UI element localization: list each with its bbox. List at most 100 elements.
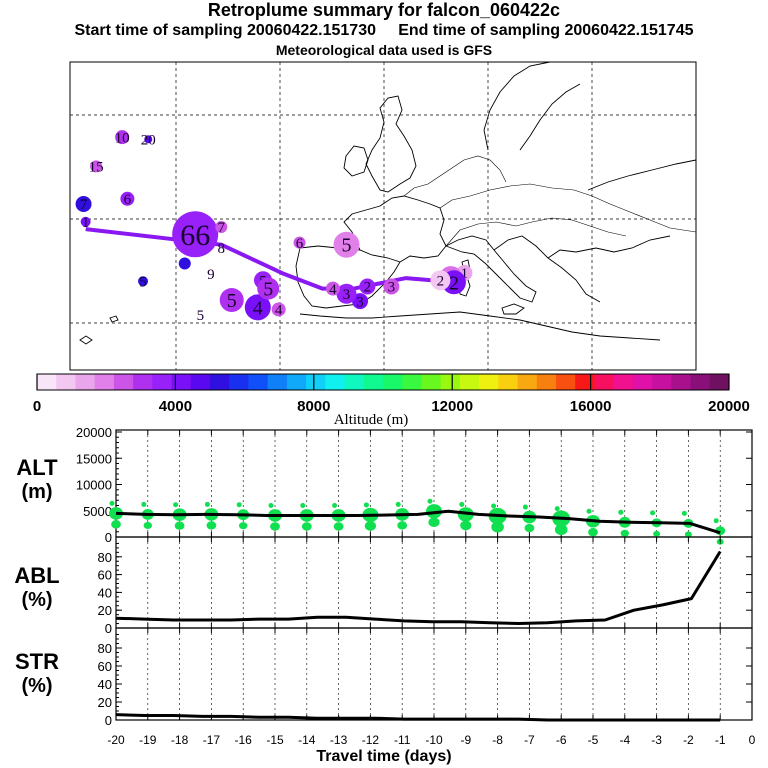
abl-series-line [115,550,722,625]
colorbar-tick-label: 0 [33,398,41,415]
colorbar-swatch [556,374,576,390]
cluster-marker [244,294,271,321]
cluster-label: 7 [218,220,226,236]
x-axis-label: Travel time (days) [316,748,452,765]
colorbar-swatch [652,374,672,390]
cluster-label: 4 [253,297,263,319]
alt-spread-marker [618,509,624,515]
y-tick-label: 20 [98,695,112,710]
colorbar-swatch [517,374,538,390]
alt-spread-marker [650,510,656,516]
timeseries-panels: 0 5000 10000 15000 20000 0 20 40 60 80 0 20 40 60 80 -2… [76,425,756,747]
cluster-marker [80,216,91,227]
alt-series-line [115,509,721,535]
cluster-label: 2 [449,272,459,294]
cluster-marker [178,257,191,270]
y-tick-label: 60 [98,659,112,674]
alt-spread-marker [141,501,147,507]
alt-spread-marker [681,510,687,516]
cluster-label: 7 [80,197,88,213]
x-tick-label: -12 [362,733,380,747]
y-tick-label: 15000 [76,451,112,466]
cluster-label: 3 [356,294,364,310]
cluster-marker [215,220,228,233]
colorbar-swatch [613,374,634,390]
cluster-label: 5 [263,279,273,301]
y-tick-label: 0 [105,713,112,728]
cluster-marker [430,270,451,291]
y-tick-label: 40 [98,677,112,692]
alt-spread-marker [620,529,629,537]
y-tick-label: 80 [98,641,112,656]
str-panel: 0 20 40 60 80 [98,627,753,728]
cluster-label: 6 [296,236,304,252]
x-tick-label: -14 [298,733,316,747]
cluster-marker [293,236,306,249]
chart-title: Retroplume summary for falcon_060422c [207,0,561,20]
alt-label: ALT [16,455,58,480]
colorbar-swatch [133,374,153,390]
cluster-label: 3 [388,280,396,296]
cluster-label: 4 [329,282,337,298]
colorbar-tick-label: 4000 [159,398,192,415]
cluster-marker [120,191,135,206]
map-frame [69,61,697,371]
x-tick-label: -13 [330,733,348,747]
alt-axis-label: ALT (m) [2,456,72,504]
y-tick-label: 80 [98,550,112,565]
cluster-marker [138,276,149,287]
alt-spread-marker [270,522,280,531]
x-tick-label: -11 [394,733,411,747]
str-label: STR [15,649,59,674]
cluster-label: 66 [180,219,210,252]
abl-panel: 0 20 40 60 80 [98,536,753,636]
colorbar: 0 4000 8000 12000 16000 20000 [33,373,750,415]
cluster-label: 8 [218,241,226,257]
cluster-label: 2 [437,273,445,289]
colorbar-swatch [113,374,134,390]
cluster-label: 15 [89,160,104,176]
colorbar-swatch [75,374,96,390]
cluster-layer: 11222333444555555666677891015201 [75,130,473,324]
alt-spread-marker [333,522,344,531]
alt-spread-marker [427,498,433,504]
cluster-marker [144,135,153,144]
x-tick-label: -1 [715,733,726,747]
map-panel: 11222333444555555666677891015201 [69,61,697,371]
alt-spread-marker [300,502,306,508]
x-tick-label: -18 [171,733,189,747]
met-data-line: Meteorological data used is GFS [275,42,493,58]
cluster-marker [257,277,280,300]
alt-spread-marker [491,503,497,509]
y-tick-label: 5000 [83,504,112,519]
cluster-marker [359,278,376,295]
alt-spread-marker [554,524,568,536]
alt-spread-marker [397,521,408,530]
colorbar-swatch [152,374,173,390]
colorbar-swatch [440,374,461,390]
cluster-marker [383,278,400,295]
cluster-label: 9 [207,267,215,283]
cluster-marker [336,283,357,304]
x-tick-label: -16 [235,733,253,747]
cluster-label: 5 [197,308,205,324]
colorbar-swatch [325,374,346,390]
colorbar-swatch [383,374,403,390]
y-tick-label: 60 [98,568,112,583]
x-tick-label: -2 [683,733,694,747]
alt-spread-marker [206,521,217,530]
alt-spread-marker [428,517,440,528]
colorbar-swatch [459,374,480,390]
x-tick-label: 0 [749,733,756,747]
alt-spread-marker [111,520,121,529]
colorbar-swatch [690,374,711,390]
sampling-times: Start time of sampling 20060422.151730 E… [0,22,768,40]
cluster-marker [90,160,103,173]
alt-spread-marker [364,521,376,531]
cluster-label: 2 [364,280,372,296]
x-tick-label: -7 [524,733,535,747]
cluster-marker [271,302,286,317]
x-tick-label: -17 [203,733,221,747]
colorbar-swatch [37,374,57,390]
colorbar-swatch [575,374,595,390]
